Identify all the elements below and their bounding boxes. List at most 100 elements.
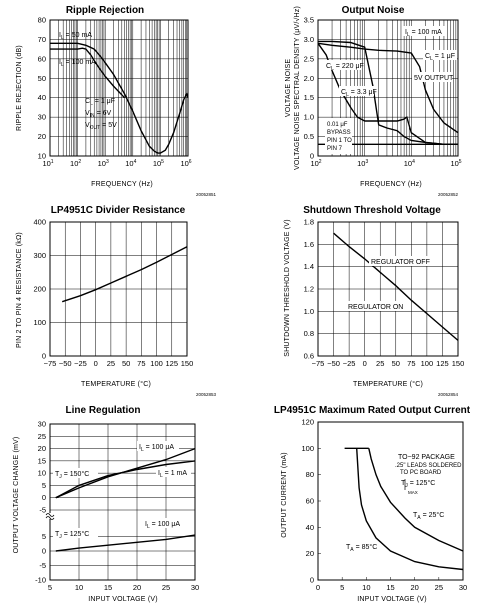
x-tick-label: 5	[340, 583, 344, 592]
annotation: PIN 7	[327, 146, 343, 152]
annotation: 5V OUTPUT	[414, 75, 454, 82]
y-tick-label: 20	[38, 444, 46, 453]
x-tick-label: 75	[407, 359, 415, 368]
annotation: .25" LEADS SOLDERED	[395, 463, 462, 469]
x-tick-label: 30	[459, 583, 467, 592]
y-tick-label: 0.5	[304, 132, 314, 141]
plot-area: 5 10 15 20 25 30 30 25 20 15 10 5 0 -5 5 0 -5 -10	[35, 420, 199, 593]
y-axis-label: VOLTAGE NOISE	[285, 59, 292, 117]
y-tick-label: 0	[42, 493, 46, 502]
plot-frame	[49, 221, 188, 357]
y-tick-label: 2.0	[304, 74, 314, 83]
annotation: TO−92 PACKAGE	[398, 454, 455, 461]
x-tick-label: 125	[436, 359, 449, 368]
y-axis-label: OUTPUT VOLTAGE CHANGE (mV)	[13, 437, 20, 554]
annotation: PIN 1 TO	[327, 138, 352, 144]
y-tick-label: 40	[38, 93, 46, 102]
x-tick-label: 104	[125, 159, 136, 168]
x-axis-label: FREQUENCY (Hz)	[360, 181, 422, 188]
annotation: IL = 100 mA	[59, 59, 96, 68]
y-tick-label: 2.5	[304, 54, 314, 63]
series-line	[333, 232, 459, 341]
x-tick-label: 103	[98, 159, 109, 168]
x-tick-label: 10	[75, 583, 83, 592]
y-tick-label: 120	[301, 418, 314, 427]
x-tick-label: 103	[357, 159, 368, 168]
chart-title: Shutdown Threshold Voltage	[303, 205, 441, 216]
line-regulation-chart: Line Regulation 5 10 15 20 25 30 30 25 20 15 10 5 0 -…	[13, 405, 199, 603]
y-tick-label: 5	[42, 532, 46, 541]
y-tick-label: 1.8	[304, 218, 314, 227]
plot-frame	[317, 421, 464, 581]
y-tick-label: 0.6	[304, 352, 314, 361]
x-tick-label: 10	[362, 583, 370, 592]
y-tick-label: -5	[39, 561, 46, 570]
series-line	[55, 460, 196, 499]
plot-frame	[317, 221, 459, 357]
y-tick-label: 1.4	[304, 262, 314, 271]
y-axis-label: OUTPUT CURRENT (mA)	[281, 452, 288, 538]
figure-code: 20052853	[196, 392, 217, 397]
x-tick-label: 106	[180, 159, 191, 168]
y-tick-label: 100	[301, 444, 314, 453]
annotation: TJ = 150°C	[55, 470, 89, 480]
x-tick-label: 25	[435, 583, 443, 592]
y-tick-label: 25	[38, 432, 46, 441]
x-tick-label: 102	[310, 159, 321, 168]
y-tick-label: -10	[35, 576, 46, 585]
x-axis-label: TEMPERATURE (°C)	[353, 380, 423, 388]
shutdown-threshold-chart: Shutdown Threshold Voltage −75 −50 −25 0 25 5…	[284, 205, 465, 397]
annotation: CL = 1 μF	[425, 53, 455, 62]
x-tick-label: 50	[122, 359, 130, 368]
y-tick-label: 3.5	[304, 16, 314, 25]
annotation: TA = 85°C	[346, 543, 377, 553]
y-tick-label: 1.2	[304, 285, 314, 294]
annotation: CL = 3.3 μF	[341, 89, 377, 98]
y-tick-label: 0	[310, 576, 314, 585]
plot-frame	[49, 423, 196, 581]
x-tick-label: −75	[44, 359, 57, 368]
series-line	[61, 246, 188, 303]
annotation: BYPASS	[327, 130, 351, 136]
plot-area: 0 5 10 15 20 25 30 0 20 40 60 80 100 120	[301, 418, 467, 593]
y-axis-label: PIN 2 TO PIN 4 RESISTANCE (kΩ)	[16, 232, 23, 348]
annotations: IL = 100 mA CL = 1 μF CL = 220 μF 5V OUT…	[324, 26, 457, 154]
annotation: IL = 100 mA	[405, 29, 442, 38]
x-tick-label: 125	[166, 359, 179, 368]
series-line	[50, 42, 189, 154]
x-tick-label: −50	[59, 359, 72, 368]
x-axis-label: TEMPERATURE (°C)	[81, 380, 151, 388]
figure-code: 20052854	[438, 392, 459, 397]
x-tick-label: 25	[162, 583, 170, 592]
x-tick-label: 30	[191, 583, 199, 592]
y-tick-label: 3.0	[304, 35, 314, 44]
x-tick-label: 50	[392, 359, 400, 368]
y-tick-label: 60	[306, 497, 314, 506]
x-tick-label: 150	[452, 359, 465, 368]
annotation: VIN = 6V	[85, 110, 112, 119]
x-tick-label: 75	[137, 359, 145, 368]
annotation: CL = 1 μF	[85, 98, 115, 107]
x-tick-label: 102	[70, 159, 81, 168]
y-tick-label: 0	[42, 352, 46, 361]
annotation: IL = 100 μA	[139, 444, 174, 453]
x-tick-label: 0	[363, 359, 367, 368]
y-tick-label: 1.5	[304, 93, 314, 102]
x-tick-label: −50	[327, 359, 340, 368]
annotation: REGULATOR OFF	[371, 259, 430, 266]
x-tick-label: 100	[150, 359, 163, 368]
y-tick-label: 400	[33, 218, 46, 227]
x-axis-label: INPUT VOLTAGE (V)	[357, 596, 427, 603]
y-tick-label: 80	[38, 16, 46, 25]
x-tick-label: −75	[312, 359, 325, 368]
x-tick-label: 0	[316, 583, 320, 592]
y-tick-label: 0.8	[304, 329, 314, 338]
y-tick-label: 20	[38, 132, 46, 141]
max-output-current-chart: LP4951C Maximum Rated Output Current 0 5 1…	[274, 405, 471, 603]
y-tick-label: 40	[306, 523, 314, 532]
y-tick-label: 1.0	[304, 113, 314, 122]
series-line	[317, 42, 459, 134]
annotation: 0.01 μF	[327, 122, 348, 128]
y-tick-label: 1.6	[304, 240, 314, 249]
